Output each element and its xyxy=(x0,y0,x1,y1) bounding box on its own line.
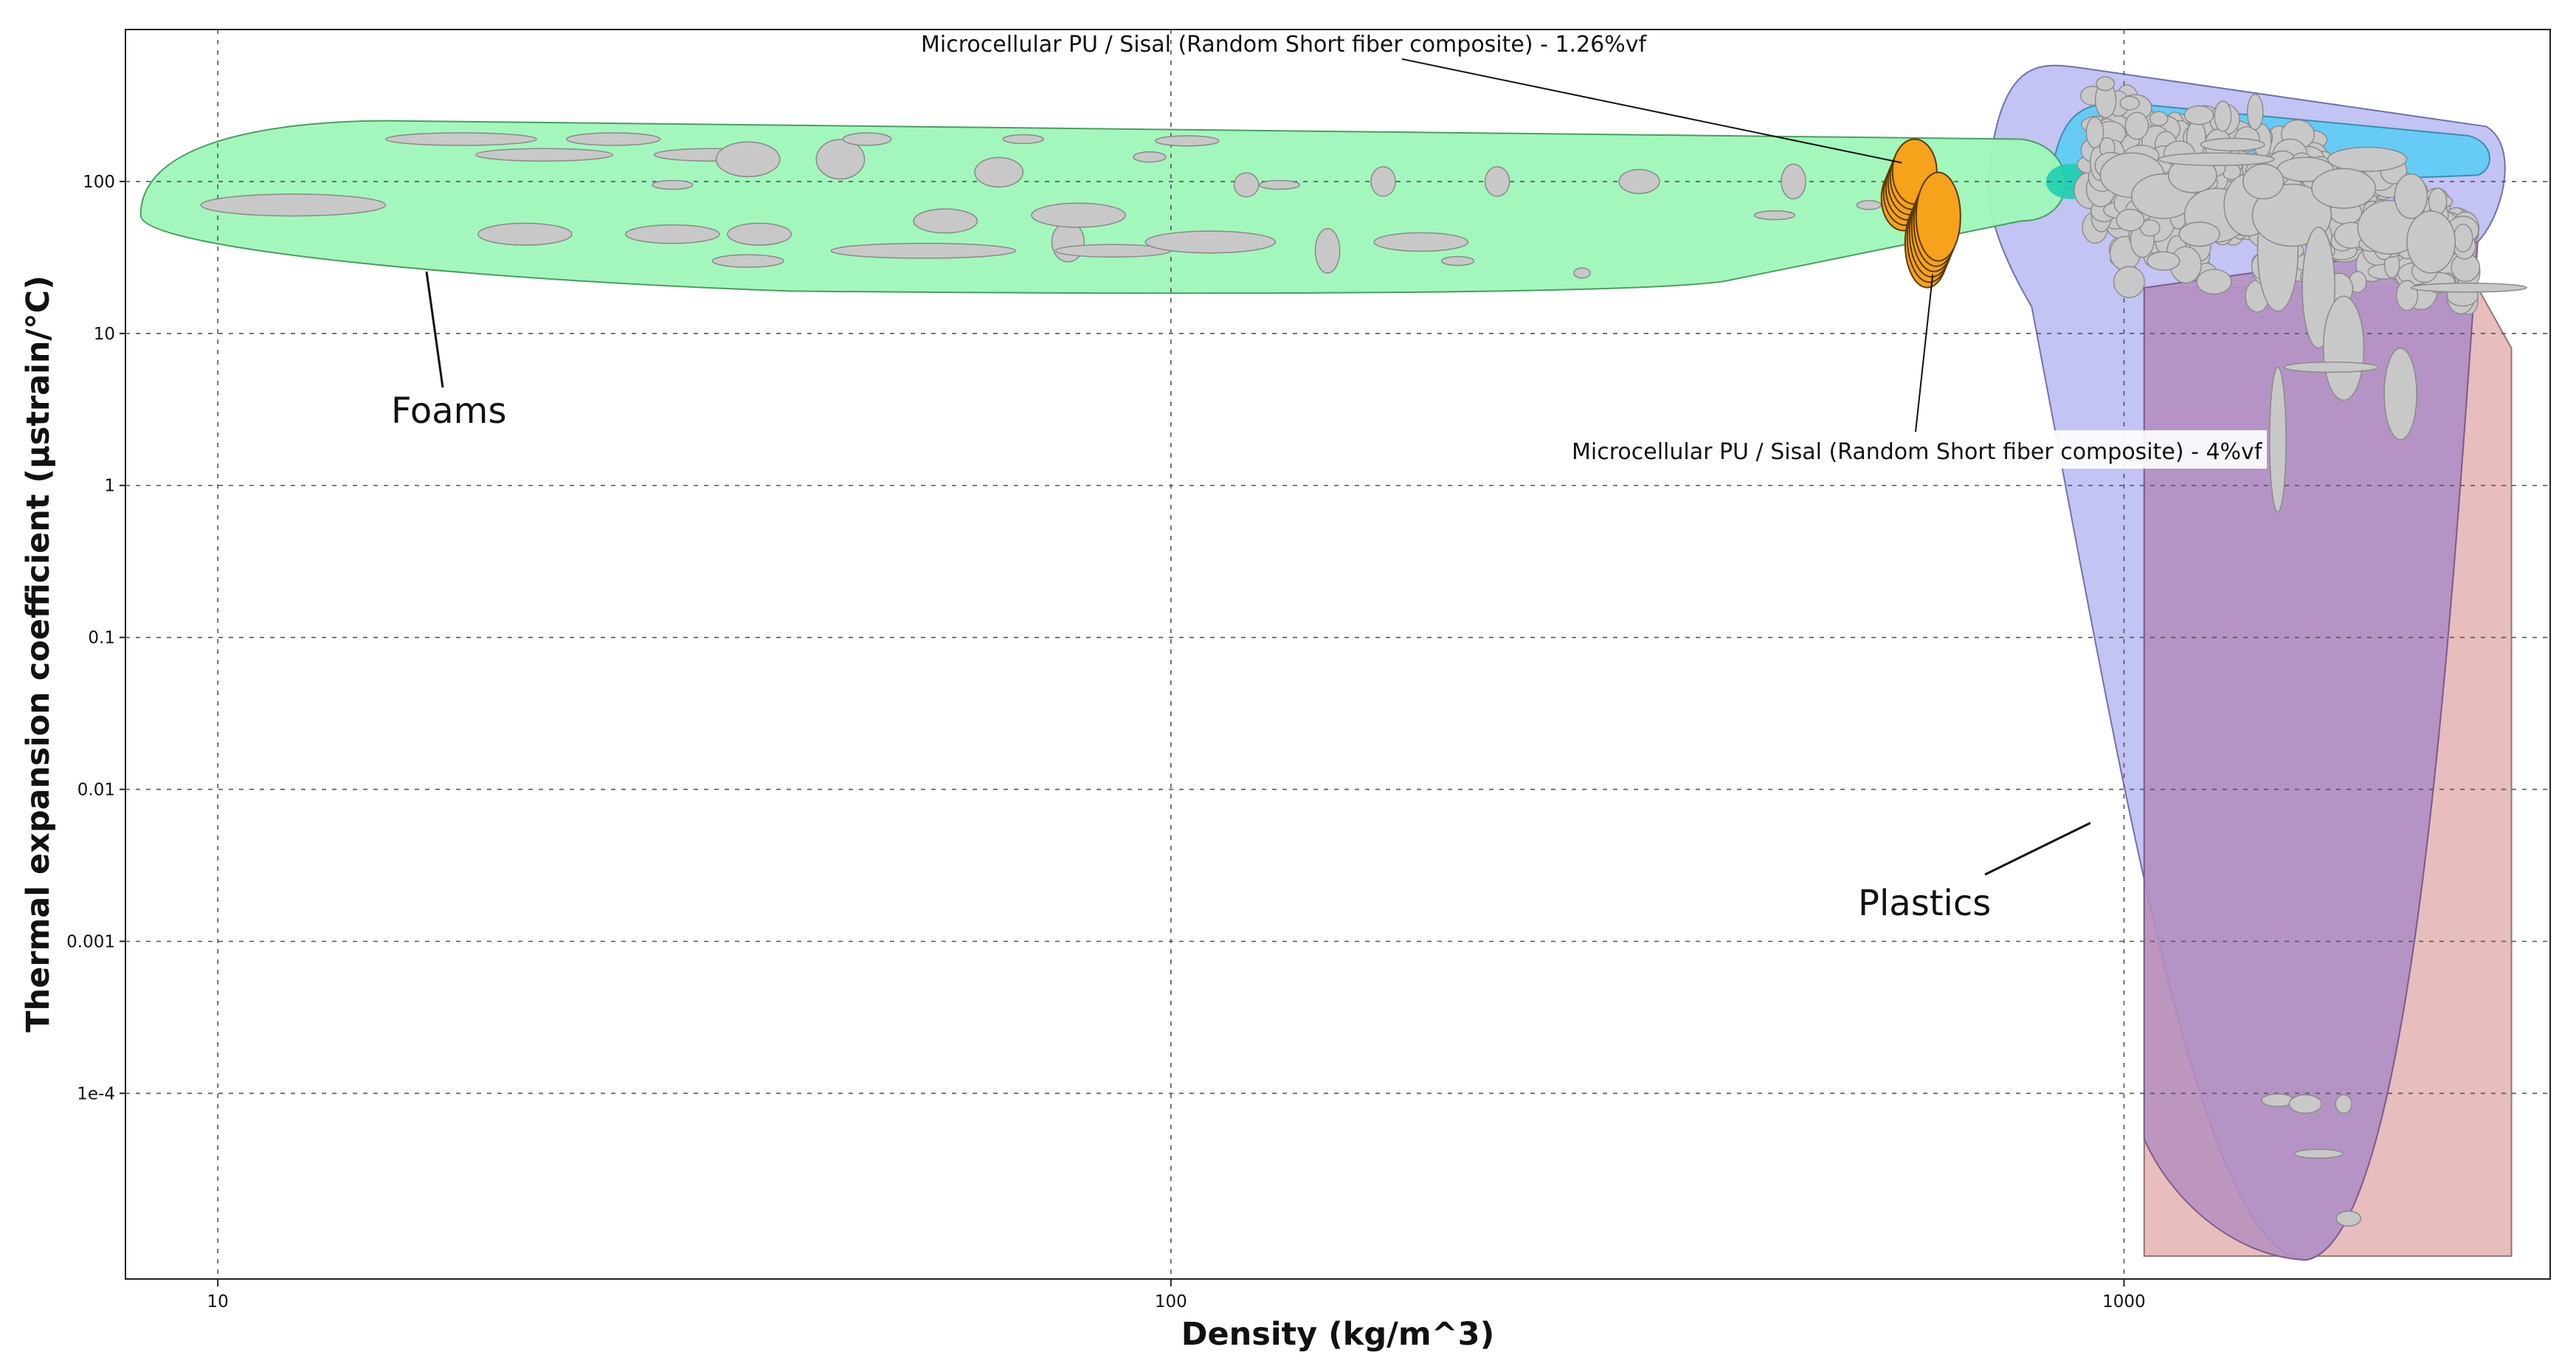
plastic-point xyxy=(2383,348,2417,441)
plastic-point xyxy=(2288,1094,2323,1114)
plastic-point xyxy=(2311,168,2377,209)
foam-point xyxy=(200,193,387,217)
foam-point xyxy=(1573,267,1591,279)
plot-frame xyxy=(125,29,2551,1280)
annotation-leader-2 xyxy=(1915,274,1934,432)
plastic-cloud-point xyxy=(2214,100,2232,132)
plastic-point xyxy=(2293,1148,2344,1159)
plastic-point xyxy=(2178,221,2220,247)
foam-point xyxy=(384,132,537,146)
plastic-point xyxy=(2410,283,2527,293)
annotation-leader-1 xyxy=(1401,58,1902,164)
plastic-cloud-point xyxy=(2119,95,2140,111)
plastic-point xyxy=(2251,183,2332,247)
x-axis-title: Density (kg/m^3) xyxy=(1181,1316,1495,1353)
plastic-cloud-point xyxy=(2085,117,2104,148)
foam-point xyxy=(830,242,1017,259)
plastics-label: Plastics xyxy=(1858,883,1991,924)
y-tick-label: 0.1 xyxy=(88,629,115,648)
foam-point xyxy=(652,179,694,190)
axis-ticks: 10 100 1000 100 10 1 0.1 0.01 0.001 1e-4 xyxy=(66,173,2146,1311)
foam-point xyxy=(815,139,866,180)
foam-point xyxy=(1484,166,1510,197)
y-tick-label: 1e-4 xyxy=(77,1084,115,1103)
foam-point xyxy=(711,254,784,268)
plastic-point xyxy=(2335,1210,2362,1227)
foam-point xyxy=(1314,227,1341,274)
x-tick-label: 1000 xyxy=(2102,1292,2146,1311)
plastic-point xyxy=(2283,361,2379,373)
foam-point xyxy=(1258,179,1301,190)
foam-point xyxy=(913,208,978,234)
plastic-point xyxy=(2269,366,2287,513)
foam-point xyxy=(1031,202,1126,228)
foam-point xyxy=(1133,151,1167,163)
y-tick-label: 10 xyxy=(94,325,115,344)
plastic-point xyxy=(2406,210,2456,274)
plastic-cloud-point xyxy=(2396,280,2419,311)
plastic-cloud-point xyxy=(2113,266,2145,298)
y-tick-label: 100 xyxy=(83,173,115,192)
foam-point xyxy=(715,141,781,178)
foam-point xyxy=(625,224,720,244)
foam-point xyxy=(1753,210,1796,221)
foams-label: Foams xyxy=(391,390,506,432)
y-tick-label: 0.01 xyxy=(77,781,115,800)
foam-point xyxy=(1781,163,1806,200)
plastic-point xyxy=(2335,1094,2352,1114)
plastic-cloud-point xyxy=(2453,224,2473,253)
annotation-label-1: Microcellular PU / Sisal (Random Short f… xyxy=(921,32,1648,58)
x-tick-label: 10 xyxy=(207,1292,229,1311)
foam-point xyxy=(1370,166,1396,197)
annotation-box-2 xyxy=(1566,430,2267,469)
data-points xyxy=(200,76,2527,1227)
foam-point xyxy=(1233,172,1260,198)
foam-point xyxy=(842,132,892,146)
y-tick-label: 0.001 xyxy=(66,932,115,951)
foam-point xyxy=(1002,134,1044,145)
x-tick-label: 100 xyxy=(1155,1292,1187,1311)
foams-leader xyxy=(425,271,444,388)
plastic-cloud-point xyxy=(2124,111,2149,140)
plastic-point xyxy=(2322,295,2365,401)
annotations: Microcellular PU / Sisal (Random Short f… xyxy=(391,32,2267,924)
foam-point xyxy=(1856,200,1882,210)
foam-point xyxy=(1144,230,1277,254)
plastic-point xyxy=(2394,173,2428,219)
plastic-point xyxy=(2200,137,2265,152)
plastic-cloud-point xyxy=(2096,76,2116,92)
highlight-point xyxy=(1915,171,1961,262)
plastic-point xyxy=(2242,163,2285,200)
foam-point xyxy=(1618,168,1660,194)
plastic-point xyxy=(2147,251,2180,271)
plastic-point xyxy=(2158,152,2275,167)
foam-point xyxy=(477,222,573,246)
annotation-label-2: Microcellular PU / Sisal (Random Short f… xyxy=(1572,439,2263,465)
plastics-leader xyxy=(1984,821,2091,876)
plastic-cloud-point xyxy=(2196,269,2232,295)
region-envelope-overlap xyxy=(2143,241,2479,1261)
plastic-cloud-point xyxy=(2149,111,2169,127)
y-axis-title: Thermal expansion coefficient (µstrain/°… xyxy=(20,275,57,1033)
foam-point xyxy=(1154,135,1220,147)
plastic-point xyxy=(2327,146,2408,172)
plastic-cloud-point xyxy=(2246,94,2264,131)
y-tick-label: 1 xyxy=(104,477,115,496)
plastic-cloud-point xyxy=(2183,105,2214,125)
plastic-cloud-point xyxy=(2116,208,2145,232)
foam-point xyxy=(474,148,614,162)
foam-point xyxy=(565,132,661,146)
foam-point xyxy=(974,156,1024,188)
foam-point xyxy=(1373,232,1469,252)
foam-point xyxy=(1440,255,1475,266)
foam-point xyxy=(727,222,793,246)
